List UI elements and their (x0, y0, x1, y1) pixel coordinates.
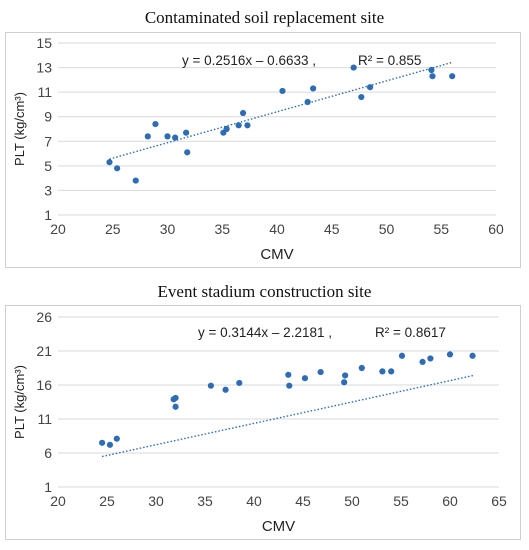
data-point (358, 93, 365, 101)
data-point (379, 368, 386, 375)
x-tick-label: 55 (393, 493, 409, 509)
r-squared-label: R² = 0.855 (358, 53, 421, 68)
trendline (109, 61, 453, 160)
data-point (106, 441, 114, 448)
x-tick-label: 20 (50, 221, 66, 237)
x-tick-label: 45 (324, 221, 340, 237)
data-point (419, 358, 426, 365)
chart-2-panel: 1 6 11 16 21 26 20 25 30 35 40 45 50 55 60 65 CMV PLT (kg… (5, 305, 521, 540)
trendline-equation: y = 0.2516x – 0.6633 , (182, 53, 316, 68)
data-point (183, 129, 190, 136)
chart-1-title: Contaminated soil replacement site (144, 8, 385, 27)
y-tick-label: 11 (37, 411, 52, 427)
data-point (285, 371, 292, 378)
data-point (239, 109, 247, 117)
data-point (164, 133, 171, 140)
y-tick-label: 9 (44, 109, 52, 125)
data-point (106, 159, 113, 166)
data-point (207, 382, 214, 389)
data-point (172, 394, 179, 402)
data-point (184, 149, 191, 156)
y-axis-label: PLT (kg/cm³) (12, 365, 27, 439)
x-tick-label: 40 (246, 493, 262, 509)
y-tick-label: 1 (44, 207, 52, 223)
y-tick-label: 26 (36, 309, 52, 325)
data-point (222, 386, 229, 393)
x-tick-label: 35 (197, 493, 213, 509)
x-tick-label: 25 (99, 493, 115, 509)
x-tick-label: 30 (148, 493, 164, 509)
data-point (304, 98, 311, 106)
data-point (172, 403, 179, 410)
x-tick-label: 60 (442, 493, 458, 509)
chart-1-panel: 1 3 5 7 9 11 13 15 20 25 30 35 40 45 50 55 60 CMV PLT (kg/… (5, 32, 521, 268)
data-point (429, 73, 436, 80)
data-point (301, 375, 309, 382)
data-point (469, 352, 476, 359)
trendline (101, 374, 475, 458)
data-point (113, 435, 120, 442)
data-point (172, 134, 179, 141)
data-point (358, 364, 365, 372)
r-squared-label: R² = 0.8617 (375, 325, 446, 340)
x-tick-label: 20 (50, 493, 66, 509)
data-point (341, 379, 348, 386)
trendline-equation: y = 0.3144x – 2.2181 , (198, 325, 332, 340)
y-tick-label: 11 (37, 84, 52, 100)
x-axis-label: CMV (260, 246, 293, 263)
y-tick-label: 21 (36, 343, 52, 359)
data-point (152, 120, 159, 128)
data-point (310, 85, 317, 92)
y-tick-label: 15 (36, 35, 52, 51)
x-tick-label: 60 (488, 221, 504, 237)
data-point (398, 352, 406, 359)
data-point (279, 87, 286, 95)
data-point (99, 439, 106, 446)
data-point (428, 66, 435, 74)
x-tick-label: 50 (344, 493, 360, 509)
x-axis-label: CMV (262, 518, 295, 535)
data-point (449, 73, 456, 80)
data-point (342, 372, 349, 379)
x-tick-label: 65 (491, 493, 507, 509)
data-point (446, 351, 454, 358)
y-tick-label: 7 (44, 133, 52, 149)
x-tick-label: 35 (214, 221, 230, 237)
data-point (223, 125, 230, 133)
data-point (350, 64, 357, 71)
data-point (388, 368, 395, 375)
x-tick-label: 45 (295, 493, 311, 509)
y-tick-label: 3 (44, 182, 52, 198)
data-point (427, 355, 434, 362)
y-tick-label: 6 (44, 445, 52, 461)
x-tick-label: 50 (379, 221, 395, 237)
y-tick-label: 16 (36, 377, 52, 393)
data-point (286, 382, 293, 389)
y-tick-label: 5 (44, 158, 52, 174)
data-point (235, 122, 242, 129)
data-point (114, 165, 121, 172)
x-tick-label: 40 (269, 221, 285, 237)
y-tick-label: 1 (44, 479, 52, 495)
y-tick-label: 13 (36, 60, 52, 76)
data-point (244, 122, 251, 129)
data-point (366, 84, 374, 91)
y-axis-label: PLT (kg/cm³) (12, 92, 27, 166)
chart-2-title: Event stadium construction site (157, 282, 372, 301)
x-tick-label: 30 (160, 221, 176, 237)
data-point (144, 133, 151, 140)
x-tick-label: 25 (105, 221, 121, 237)
data-point (317, 368, 324, 376)
x-tick-label: 55 (433, 221, 449, 237)
data-point (132, 177, 139, 184)
data-point (236, 379, 243, 387)
